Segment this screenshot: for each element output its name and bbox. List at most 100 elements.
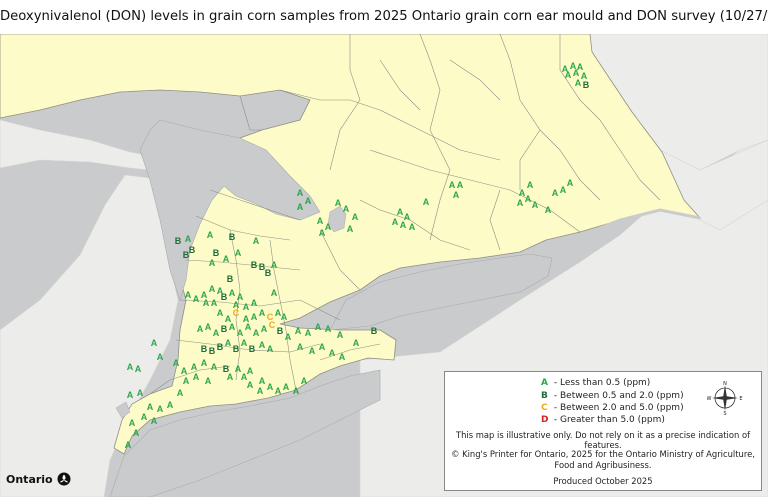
sample-point-a: A (297, 342, 304, 352)
sample-point-a: A (457, 180, 464, 190)
sample-point-a: A (209, 258, 216, 268)
sample-point-a: A (325, 324, 332, 334)
sample-point-a: A (423, 197, 430, 207)
sample-point-a: A (229, 288, 236, 298)
sample-point-a: A (259, 340, 266, 350)
sample-point-a: A (309, 346, 316, 356)
legend-label-a: - Less than 0.5 (ppm) (553, 378, 651, 388)
sample-point-a: A (337, 330, 344, 340)
sample-point-a: A (147, 402, 154, 412)
map-produced-date: Produced October 2025 (553, 476, 653, 486)
sample-point-a: A (271, 288, 278, 298)
sample-point-b: B (221, 324, 228, 334)
sample-point-a: A (251, 298, 258, 308)
sample-point-a: A (317, 216, 324, 226)
legend-code-d: D (541, 415, 549, 425)
sample-point-a: A (127, 362, 134, 372)
sample-point-a: A (205, 322, 212, 332)
sample-point-a: A (141, 412, 148, 422)
sample-point-b: B (217, 342, 224, 352)
sample-point-a: A (167, 400, 174, 410)
sample-point-a: A (397, 207, 404, 217)
map-copyright: © King's Printer for Ontario, 2025 for t… (451, 449, 755, 470)
county-boundaries-south (149, 189, 381, 395)
sample-point-a: A (335, 198, 342, 208)
sample-point-a: A (285, 332, 292, 342)
sample-point-a: A (329, 348, 336, 358)
sample-point-a: A (185, 234, 192, 244)
compass-east: E (739, 396, 742, 402)
map-disclaimer: This map is illustrative only. Do not re… (455, 430, 751, 450)
sample-point-b: B (259, 262, 266, 272)
sample-point-a: A (570, 61, 577, 71)
sample-point-a: A (319, 228, 326, 238)
sample-point-a: A (185, 290, 192, 300)
legend-item-c: C - Between 2.0 and 5.0 (ppm) (541, 403, 684, 413)
sample-point-a: A (213, 328, 220, 338)
sample-point-a: A (259, 308, 266, 318)
sample-point-a: A (565, 70, 572, 80)
sample-point-a: A (151, 338, 158, 348)
map-legend: A - Less than 0.5 (ppm) B - Between 0.5 … (444, 371, 762, 491)
sample-point-b: B (227, 274, 234, 284)
sample-point-b: B (233, 344, 240, 354)
st-lawrence-river (549, 208, 701, 258)
sample-point-b: B (583, 80, 590, 90)
sample-point-a: A (552, 188, 559, 198)
sample-point-a: A (253, 236, 260, 246)
compass-south: S (723, 411, 726, 416)
sample-point-a: A (261, 324, 268, 334)
sample-point-a: A (347, 224, 354, 234)
sample-point-a: A (225, 338, 232, 348)
sample-point-a: A (247, 380, 254, 390)
sample-point-a: A (203, 298, 210, 308)
sample-point-a: A (319, 342, 326, 352)
sample-point-a: A (400, 220, 407, 230)
sample-point-a: A (211, 298, 218, 308)
sample-point-b: B (251, 260, 258, 270)
sample-point-b: B (221, 292, 228, 302)
sample-point-b: B (371, 326, 378, 336)
legend-item-d: D - Greater than 5.0 (ppm) (541, 415, 665, 425)
sample-point-a: A (209, 284, 216, 294)
sample-point-a: A (295, 326, 302, 336)
sample-point-c: C (269, 320, 276, 330)
sample-point-a: A (527, 180, 534, 190)
sample-point-a: A (229, 322, 236, 332)
sample-point-a: A (305, 328, 312, 338)
sample-point-a: A (404, 212, 411, 222)
sample-point-a: A (157, 352, 164, 362)
sample-point-a: A (235, 248, 242, 258)
compass-west: W (707, 396, 712, 402)
sample-point-b: B (183, 250, 190, 260)
sample-point-a: A (409, 222, 416, 232)
ontario-logo-text: Ontario (6, 472, 53, 486)
sample-point-a: A (247, 366, 254, 376)
sample-point-a: A (281, 312, 288, 322)
sample-point-a: A (243, 314, 250, 324)
sample-point-a: A (453, 190, 460, 200)
sample-point-c: C (267, 312, 274, 322)
sample-point-a: A (207, 230, 214, 240)
sample-point-a: A (525, 194, 532, 204)
sample-point-a: A (519, 188, 526, 198)
sample-point-a: A (241, 338, 248, 348)
sample-point-a: A (205, 376, 212, 386)
sample-point-a: A (545, 205, 552, 215)
lake-erie (109, 369, 381, 497)
sample-point-a: A (275, 386, 282, 396)
sample-point-c: C (233, 308, 240, 318)
sample-point-b: B (209, 346, 216, 356)
sample-point-a: A (127, 390, 134, 400)
sample-point-a: A (181, 366, 188, 376)
sample-point-a: A (177, 388, 184, 398)
sample-point-a: A (259, 376, 266, 386)
sample-point-a: A (193, 372, 200, 382)
sample-point-a: A (135, 364, 142, 374)
sample-point-a: A (237, 328, 244, 338)
sample-point-b: B (175, 236, 182, 246)
sample-point-a: A (575, 78, 582, 88)
legend-label-c: - Between 2.0 and 5.0 (ppm) (553, 403, 684, 413)
